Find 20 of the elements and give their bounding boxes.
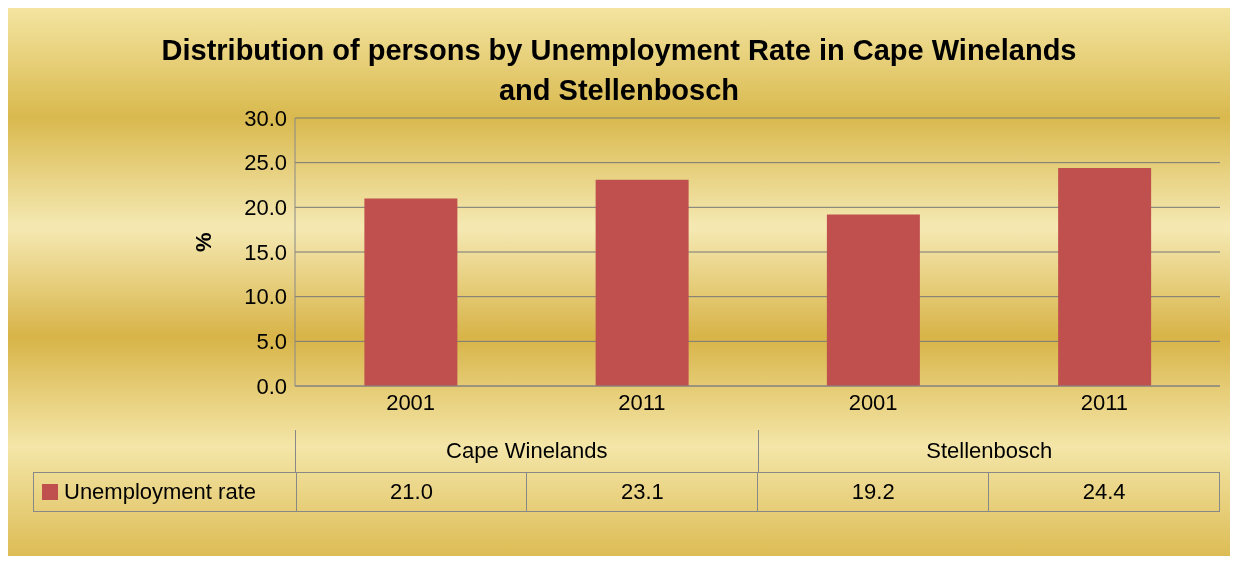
y-tick-label: 5.0 <box>256 329 287 355</box>
y-axis-title: % <box>190 232 216 252</box>
y-tick-label: 0.0 <box>256 373 287 399</box>
x-tick-label: 2001 <box>848 389 898 415</box>
data-label: 24.4 <box>988 473 1219 511</box>
x-tick-label: 2011 <box>1080 389 1129 415</box>
y-tick-label: 10.0 <box>244 284 287 310</box>
data-label: 23.1 <box>526 473 758 511</box>
y-tick-label: 20.0 <box>244 195 287 221</box>
text: Stellenbosch <box>757 430 1220 472</box>
x-tick-label: 2011 <box>618 389 666 415</box>
x-tick-label: 2001 <box>386 389 436 415</box>
chart-title: Distribution of persons by Unemployment Rate in Cape Winelands and Stellenbosch <box>161 34 1077 106</box>
text: Cape Winelands <box>295 430 758 472</box>
legend-label: Unemployment rate <box>63 479 257 505</box>
y-tick-label: 15.0 <box>244 239 287 265</box>
y-tick-label: 30.0 <box>244 105 287 131</box>
y-tick-label: 25.0 <box>244 150 287 176</box>
data-label: 19.2 <box>757 473 989 511</box>
data-label: 21.0 <box>295 473 527 511</box>
